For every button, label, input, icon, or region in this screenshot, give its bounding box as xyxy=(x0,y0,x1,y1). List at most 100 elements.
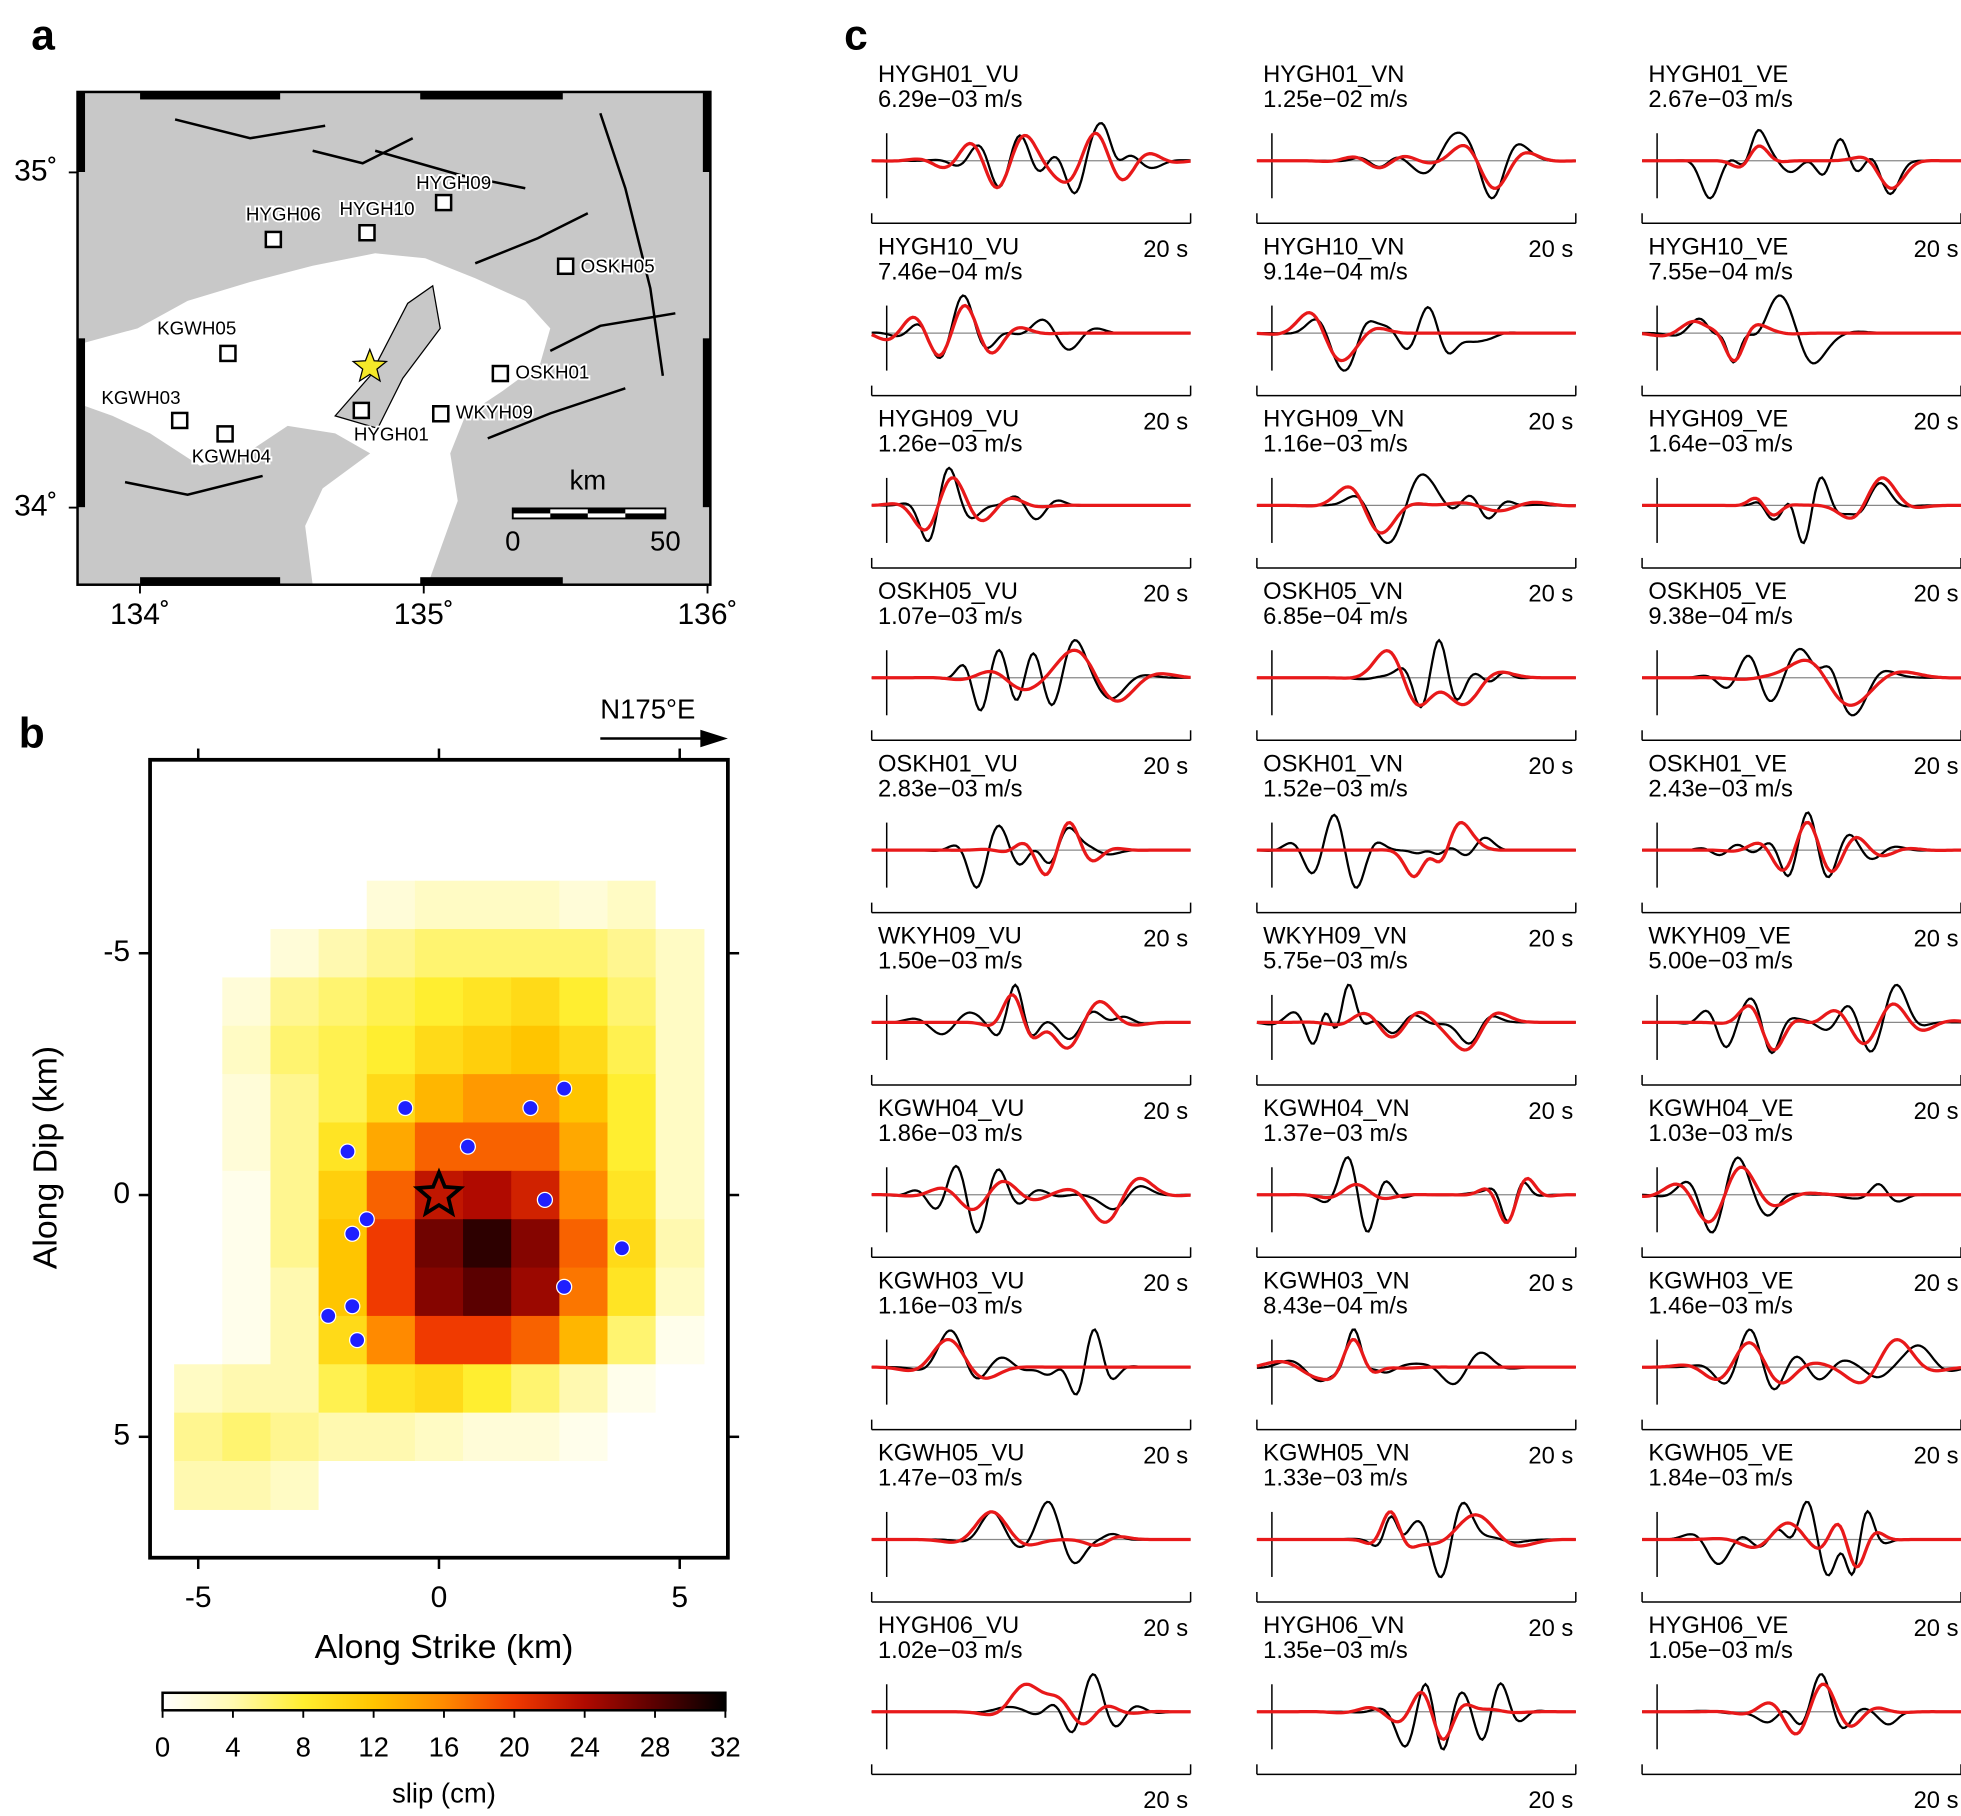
slip-cells xyxy=(174,880,705,1510)
slip-cell xyxy=(511,1025,560,1075)
fault xyxy=(374,149,526,190)
trace-name: HYGH10_VE xyxy=(1648,233,1788,260)
aftershock xyxy=(556,1278,573,1296)
border-bar xyxy=(140,577,281,585)
slip-cell xyxy=(366,1267,416,1317)
colorbar-tick-label: 32 xyxy=(710,1731,741,1762)
slip-cell xyxy=(655,1460,705,1510)
synthetic-trace xyxy=(1642,1682,1961,1736)
time-scale-label: 20 s xyxy=(1528,1615,1573,1642)
slip-cell xyxy=(511,929,560,979)
slip-cell xyxy=(511,1267,560,1317)
slip-cell xyxy=(222,1267,272,1317)
fault xyxy=(124,474,263,496)
time-scale-label: 20 s xyxy=(1528,236,1573,263)
slip-cell xyxy=(414,1267,464,1317)
slip-cell xyxy=(222,1412,272,1462)
trace-amplitude: 2.43e−03 m/s xyxy=(1648,775,1793,802)
time-scale-label: 20 s xyxy=(1528,1098,1573,1125)
slip-cell xyxy=(318,1025,368,1075)
trace-amplitude: 9.14e−04 m/s xyxy=(1263,258,1408,285)
slip-cell xyxy=(414,1170,464,1220)
colorbar-tick-label: 12 xyxy=(358,1731,389,1762)
trace-amplitude: 1.16e−03 m/s xyxy=(878,1292,1023,1319)
station xyxy=(264,230,283,249)
time-scale-label: 20 s xyxy=(1143,408,1188,435)
slip-cell xyxy=(318,1412,368,1462)
slip-cell xyxy=(655,1412,705,1462)
time-scale-label: 20 s xyxy=(1143,1787,1188,1814)
slip-cell xyxy=(414,1460,464,1510)
synthetic-trace xyxy=(1256,1337,1576,1382)
panel-label: b xyxy=(19,710,45,757)
slip-cell xyxy=(655,929,705,979)
slip-cell xyxy=(463,977,512,1027)
x-tick-label: -5 xyxy=(185,1581,212,1614)
observed-trace xyxy=(871,1164,1191,1234)
slip-cell xyxy=(366,1460,416,1510)
observed-trace xyxy=(1642,647,1961,717)
slip-cell xyxy=(463,929,512,979)
slip-cell xyxy=(559,1364,609,1414)
slip-cell xyxy=(270,929,320,979)
synthetic-trace xyxy=(871,648,1191,703)
scale-bar-seg xyxy=(625,513,666,519)
trace-name: HYGH06_VN xyxy=(1263,1612,1404,1639)
faults xyxy=(124,112,676,496)
synthetic-trace xyxy=(1256,1690,1576,1742)
slip-cell xyxy=(607,880,657,930)
colorbar xyxy=(161,1691,727,1712)
colorbar-tick-label: 0 xyxy=(155,1731,170,1762)
slip-cell xyxy=(174,929,223,979)
trace-amplitude: 1.47e−03 m/s xyxy=(878,1465,1023,1492)
trace-name: KGWH05_VN xyxy=(1263,1440,1410,1467)
trace-name: OSKH05_VE xyxy=(1648,578,1787,605)
slip-cell xyxy=(318,977,368,1027)
slip-cell xyxy=(270,977,320,1027)
synthetic-trace xyxy=(1256,820,1576,879)
colorbar-tick-label: 4 xyxy=(225,1731,240,1762)
observed-trace xyxy=(871,294,1191,360)
observed-trace xyxy=(1642,476,1961,545)
slip-cell xyxy=(607,1219,657,1269)
trace-amplitude: 1.37e−03 m/s xyxy=(1263,1120,1408,1147)
station-label: KGWH05 xyxy=(157,318,236,339)
slip-cell xyxy=(559,880,609,930)
scale-label: 0 xyxy=(505,526,520,557)
trace-name: HYGH10_VU xyxy=(878,233,1019,260)
slip-cell xyxy=(366,1219,416,1269)
trace-amplitude: 5.00e−03 m/s xyxy=(1648,948,1793,975)
trace-name: KGWH05_VU xyxy=(878,1440,1025,1467)
slip-cell xyxy=(414,1364,464,1414)
trace-name: HYGH09_VU xyxy=(878,406,1019,433)
slip-cell xyxy=(607,1412,657,1462)
slip-cell xyxy=(222,1219,272,1269)
slip-cell xyxy=(655,1122,705,1172)
map-border-bars xyxy=(77,91,711,585)
observed-trace xyxy=(871,983,1191,1041)
trace-name: WKYH09_VU xyxy=(878,923,1022,950)
slip-cell xyxy=(174,1219,223,1269)
slip-cell xyxy=(414,1315,464,1365)
slip-cell xyxy=(607,1364,657,1414)
time-scale-label: 20 s xyxy=(1143,1270,1188,1297)
colorbar-label: slip (cm) xyxy=(392,1778,496,1809)
slip-cell xyxy=(174,1364,223,1414)
aftershock xyxy=(397,1099,414,1117)
slip-cell xyxy=(559,1025,609,1075)
slip-cell xyxy=(366,1074,416,1124)
strike-arrowhead xyxy=(700,729,728,748)
slip-cell xyxy=(222,1364,272,1414)
observed-trace xyxy=(871,1328,1191,1396)
slip-cell xyxy=(174,1315,223,1365)
scale-unit: km xyxy=(569,464,606,495)
time-scale-label: 20 s xyxy=(1528,753,1573,780)
trace-name: WKYH09_VE xyxy=(1648,923,1791,950)
observed-trace xyxy=(1256,638,1576,709)
slip-cell xyxy=(511,1315,560,1365)
slip-cell xyxy=(463,1412,512,1462)
synthetic-trace xyxy=(1642,820,1961,874)
trace-name: OSKH01_VE xyxy=(1648,750,1787,777)
station xyxy=(491,364,510,383)
observed-trace xyxy=(1256,305,1576,372)
